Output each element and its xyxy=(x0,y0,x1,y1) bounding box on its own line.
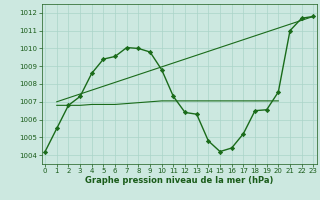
X-axis label: Graphe pression niveau de la mer (hPa): Graphe pression niveau de la mer (hPa) xyxy=(85,176,273,185)
